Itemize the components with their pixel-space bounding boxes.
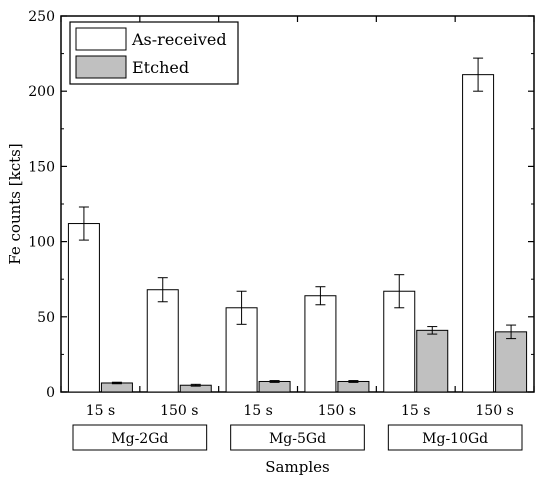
group-label: Mg-2Gd bbox=[111, 431, 168, 447]
error-bars-layer bbox=[78, 57, 517, 387]
bar-etched bbox=[100, 382, 133, 393]
y-axis: 0 50 100 150 200 250 bbox=[28, 9, 534, 401]
x-axis-title: Samples bbox=[265, 458, 329, 476]
group-label: Mg-5Gd bbox=[269, 431, 326, 447]
y-tick-label: 200 bbox=[28, 84, 55, 100]
x-category-label: 150 s bbox=[475, 403, 513, 419]
y-tick-label: 150 bbox=[28, 159, 55, 175]
y-axis-title: Fe counts [kcts] bbox=[6, 143, 24, 264]
y-tick-label: 50 bbox=[37, 310, 55, 326]
bars-layer bbox=[67, 74, 528, 393]
bar-etched bbox=[258, 380, 291, 393]
legend-swatch bbox=[75, 55, 127, 79]
bar-etched bbox=[495, 331, 528, 393]
x-axis: 15 s 150 s 15 s 150 s 15 s 150 s Mg-2Gd Mg-5Gd M… bbox=[60, 16, 535, 451]
x-category-label: 15 s bbox=[401, 403, 430, 419]
bar-as-received bbox=[67, 223, 100, 393]
bar-as-received bbox=[146, 289, 179, 393]
x-category-label: 15 s bbox=[86, 403, 115, 419]
legend: As-received Etched bbox=[69, 21, 239, 85]
x-category-label: 150 s bbox=[160, 403, 198, 419]
group-label: Mg-10Gd bbox=[422, 431, 488, 447]
bar-as-received bbox=[304, 295, 337, 393]
group-box bbox=[72, 424, 208, 451]
group-box bbox=[230, 424, 365, 451]
y-tick-label: 0 bbox=[46, 385, 55, 401]
bar-as-received bbox=[462, 74, 495, 393]
legend-label: Etched bbox=[132, 58, 189, 77]
legend-label: As-received bbox=[131, 30, 227, 49]
y-tick-label: 250 bbox=[28, 9, 55, 25]
legend-swatch bbox=[75, 27, 127, 51]
x-category-label: 15 s bbox=[243, 403, 272, 419]
y-tick-label: 100 bbox=[28, 235, 55, 251]
bar-etched bbox=[416, 329, 449, 393]
group-box bbox=[387, 424, 523, 451]
x-category-label: 150 s bbox=[318, 403, 356, 419]
bar-etched bbox=[337, 380, 370, 393]
